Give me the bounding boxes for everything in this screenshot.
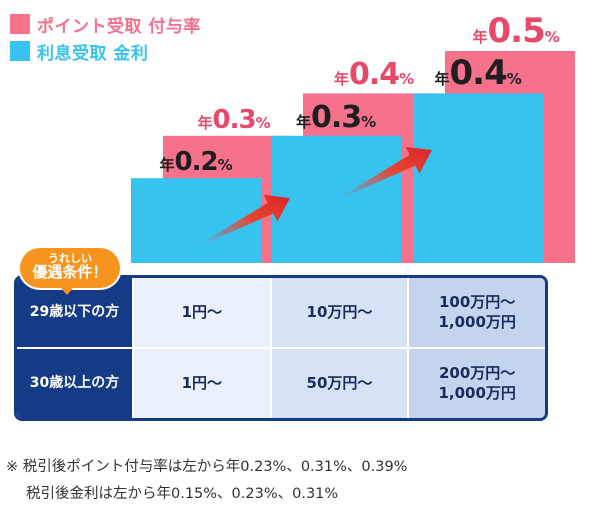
growth-arrow-1 [203, 194, 290, 244]
cell-under29-tier3: 100万円〜 1,000万円 [409, 278, 545, 347]
cell-under29-tier1: 1円〜 [134, 278, 270, 347]
interest-value-label-2: 年0.3% [296, 99, 377, 135]
interest-bar-3 [413, 93, 543, 264]
legend-interest: 利息受取 金利 [10, 41, 149, 64]
interest-value-label-3: 年0.4% [434, 53, 522, 94]
preferential-conditions-badge: うれしい 優遇条件！ [20, 248, 120, 288]
footnote-interest-rate: 税引後金利は左から年0.15%、0.23%、0.31% [26, 486, 339, 502]
point-value-label-2: 年0.4% [334, 57, 415, 93]
badge-line2: 優遇条件！ [32, 262, 108, 281]
legend-point-swatch [10, 14, 30, 34]
cell-over30-tier3: 200万円〜 1,000万円 [409, 349, 545, 418]
badge-line1: うれしい [48, 252, 92, 265]
point-value-label-1: 年0.3% [197, 104, 271, 135]
legend-interest-label: 利息受取 金利 [37, 43, 149, 64]
point-value-label-3: 年0.5% [472, 11, 560, 51]
cell-under29-tier2: 10万円〜 [271, 278, 408, 347]
cell-over30-tier2: 50万円〜 [271, 349, 408, 418]
growth-arrow-2 [343, 146, 432, 197]
row-label-under29: 29歳以下の方 [17, 278, 132, 347]
legend-interest-swatch [10, 41, 30, 61]
interest-value-label-1: 年0.2% [159, 147, 233, 178]
legend-point-label: ポイント受取 付与率 [37, 16, 201, 37]
row-label-over30: 30歳以上の方 [17, 349, 132, 418]
badge-pointer [60, 287, 74, 295]
legend-point: ポイント受取 付与率 [10, 14, 201, 37]
rate-bar-chart [131, 51, 575, 264]
conditions-table: 29歳以下の方 1円〜 10万円〜 100万円〜 1,000万円 30歳以上の方… [14, 275, 548, 421]
interest-bar-2 [271, 135, 401, 263]
cell-over30-tier1: 1円〜 [134, 349, 270, 418]
footnote-point-rate: ※ 税引後ポイント付与率は左から年0.23%、0.31%、0.39% [6, 459, 408, 475]
